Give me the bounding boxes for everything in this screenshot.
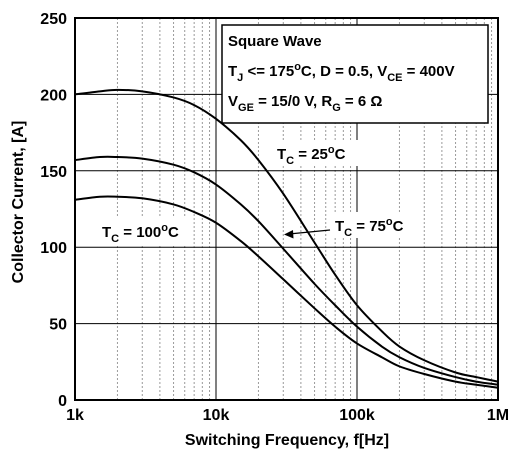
label-tc-75-arrow [288, 229, 331, 235]
y-axis-title: Collector Current, [A] [10, 121, 27, 284]
x-tick-label: 1M [487, 407, 509, 424]
label-tc-75-text: TC = 75oC [335, 216, 404, 239]
y-tick-label: 250 [40, 11, 67, 28]
label-tc-100: TC = 100oC [99, 218, 193, 245]
x-tick-label: 10k [203, 407, 230, 424]
plot-frame [74, 17, 499, 401]
label-tc-25-text: TC = 25oC [277, 144, 346, 167]
tick-labels: 1k 10k 100k 1M 0 50 100 150 200 250 [40, 11, 509, 424]
x-axis-title: Switching Frequency, f[Hz] [185, 432, 389, 449]
series-line-tc-100 [74, 195, 499, 389]
label-tc-25-bg [274, 140, 358, 166]
x-tick-label: 1k [66, 407, 84, 424]
label-tc-75-arrowhead [284, 230, 294, 239]
series-line-tc-25 [74, 88, 499, 383]
y-tick-label: 0 [58, 393, 67, 410]
label-tc-100-bg [99, 218, 193, 244]
x-tick-label: 100k [339, 407, 375, 424]
label-tc-75-bg [332, 212, 416, 238]
label-tc-75: TC = 75oC [284, 212, 416, 239]
conditions-box: Square Wave TJ <= 175oC, D = 0.5, VCE = … [221, 24, 489, 124]
conditions-box-frame [221, 24, 489, 124]
y-tick-label: 100 [40, 240, 67, 257]
series-line-tc-75 [74, 155, 499, 386]
conditions-line-1: Square Wave [228, 33, 322, 50]
label-tc-25: TC = 25oC [274, 140, 358, 167]
conditions-line-3: VGE = 15/0 V, RG = 6 Ω [228, 93, 382, 114]
y-tick-label: 150 [40, 164, 67, 181]
y-tick-label: 200 [40, 87, 67, 104]
conditions-line-2: TJ <= 175oC, D = 0.5, VCE = 400V [228, 61, 455, 84]
series-layer [74, 88, 499, 389]
y-tick-label: 50 [49, 317, 67, 334]
label-tc-100-text: TC = 100oC [102, 222, 179, 245]
